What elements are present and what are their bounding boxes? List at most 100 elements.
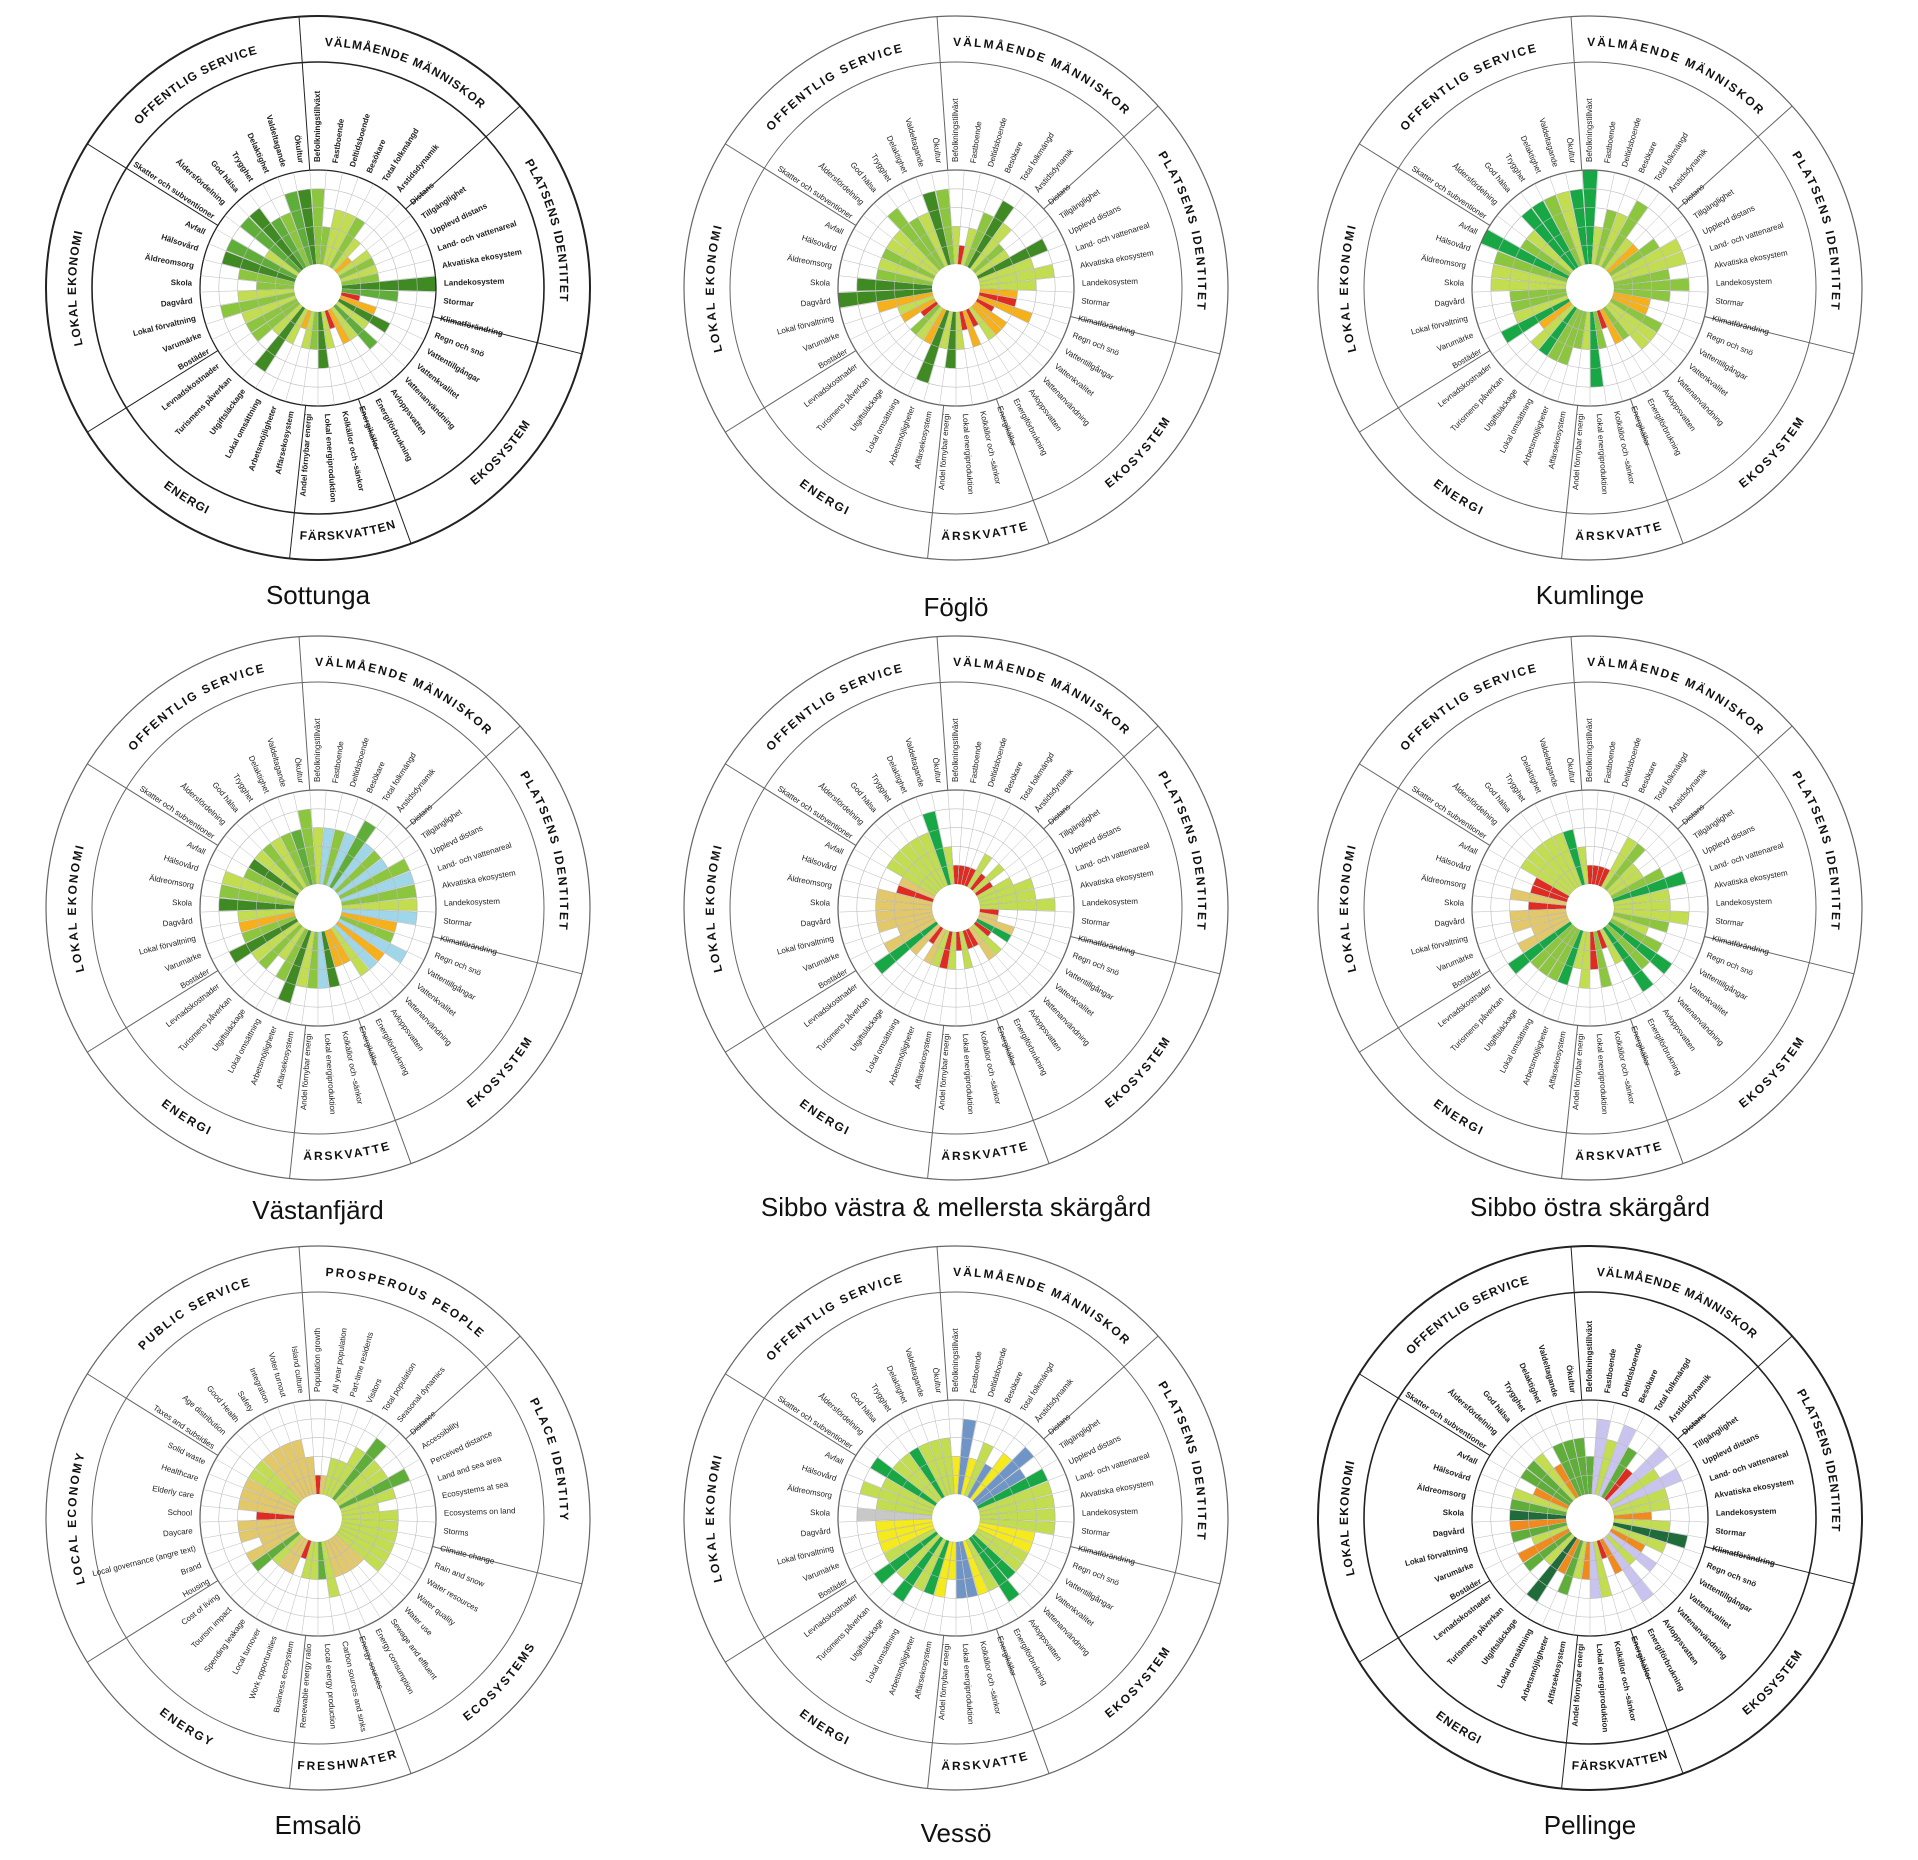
grid-spoke: [879, 1536, 941, 1609]
grid-spoke: [224, 1445, 300, 1504]
sector-title-path: EKOSYSTEM: [1736, 413, 1806, 490]
grid-spoke: [205, 295, 296, 325]
indicator-label: Andel förnybar energi: [299, 413, 314, 497]
indicator-labels: Befolkningstillväxt Fastboende Deltidsboen…: [1404, 1321, 1795, 1733]
grid-spoke: [230, 1533, 301, 1598]
sector-title: VÄLMÅENDE MÄNNISKOR: [324, 34, 488, 111]
sector-divider: [357, 1628, 412, 1774]
sector-divider: [1629, 398, 1684, 544]
sector-divider: [1043, 725, 1159, 830]
grid-rings: [199, 1399, 437, 1637]
sector-title: OFFENTLIG SERVICE: [1403, 1273, 1531, 1357]
grid-spoke: [957, 170, 965, 265]
indicator-label: Bostäder: [817, 967, 850, 991]
sector-title: PROSPEROUS PEOPLE: [325, 1265, 488, 1341]
caption-sibbo-o: Sibbo östra skärgård: [1470, 1192, 1710, 1222]
grid-spoke: [1602, 928, 1653, 1009]
indicator-label: Varumärke: [161, 330, 203, 354]
indicator-label: Population growth: [313, 1328, 322, 1392]
grid-spoke: [285, 1541, 312, 1632]
grid-spoke: [923, 311, 950, 402]
indicator-label: Varumärke: [1436, 330, 1476, 353]
grid-spoke: [1565, 792, 1586, 885]
sector-title-path: OFFENTLIG SERVICE: [125, 661, 265, 754]
indicator-label: Skola: [1444, 278, 1465, 288]
indicator-label: Lokal energiproduktion: [1595, 1033, 1610, 1114]
sector-divider: [927, 1635, 945, 1789]
grid-spoke: [203, 1489, 295, 1513]
grid-spoke: [862, 835, 938, 894]
indicator-label: Affärsekosystem: [913, 410, 934, 470]
indicator-label: Lokal energiproduktion: [323, 1033, 338, 1114]
grid-spoke: [309, 790, 317, 885]
grid-spoke: [853, 848, 936, 897]
grid-spoke: [1487, 228, 1570, 277]
indicator-label: Fastboende: [331, 740, 346, 784]
sector-ring: [91, 681, 545, 1135]
grid-spoke: [1520, 192, 1577, 269]
grid-spoke: [1607, 923, 1678, 988]
grid-spoke: [931, 172, 952, 265]
grid-spoke: [1613, 275, 1708, 286]
grid-spoke: [1611, 918, 1697, 960]
sector-title: LOKAL EKONOMI: [65, 842, 87, 974]
grid-spoke: [1492, 1531, 1571, 1585]
sector-title: VÄLMÅENDE MÄNNISKOR: [1587, 34, 1768, 118]
sector-divider: [1359, 143, 1491, 226]
grid-spoke: [868, 923, 939, 988]
grid-spoke: [341, 288, 436, 293]
indicator-label: Distance: [408, 1409, 438, 1437]
grid-spoke: [846, 243, 934, 280]
indicator-label: Avfall: [184, 219, 207, 237]
grid-spoke: [331, 1422, 388, 1499]
sector-title-path: PLATSENS IDENTITET: [522, 156, 570, 302]
grid-spoke: [893, 308, 944, 389]
grid-spoke: [205, 1525, 296, 1555]
grid-spoke: [1610, 1458, 1693, 1507]
indicator-label: Klimatförändring: [1711, 1544, 1776, 1568]
panel-sottunga: VÄLMÅENDE MÄNNISKOR PLATSENS IDENTITET EKO…: [8, 0, 628, 620]
grid-spoke: [340, 1525, 431, 1555]
grid-spoke: [325, 177, 359, 266]
grid-spoke: [967, 1413, 1012, 1497]
grid-spoke: [1609, 1531, 1688, 1585]
sector-dividers: [1359, 16, 1855, 559]
grid-spoke: [329, 1413, 374, 1497]
grid-spoke: [248, 1422, 305, 1499]
indicator-label: Dagvård: [1432, 1526, 1465, 1538]
indicator-label: Turismens påverkan: [815, 1605, 872, 1663]
grid-spoke: [321, 931, 335, 1025]
grid-spoke: [269, 929, 309, 1016]
grid-rings: [837, 1399, 1075, 1637]
sector-title-path: ENERGI: [1431, 476, 1485, 518]
panel-emsalo: PROSPEROUS PEOPLE PLACE IDENTITY ECOSYSTEM…: [8, 1230, 628, 1850]
grid-spoke: [957, 790, 965, 885]
grid-spoke: [979, 1518, 1074, 1523]
grid-spoke: [200, 1518, 295, 1523]
grid-spoke: [200, 1505, 295, 1516]
indicator-label: Hälsovård: [160, 232, 200, 253]
grid-spoke: [976, 1458, 1059, 1507]
sector-divider: [1359, 350, 1491, 433]
sector-title: VÄLMÅENDE MÄNNISKOR: [315, 654, 496, 738]
grid-spoke: [269, 1539, 309, 1626]
sector-title: EKOSYSTEM: [464, 1033, 536, 1110]
indicator-label: Ecosystems at sea: [441, 1480, 509, 1501]
indicator-label: Ökultur: [1565, 137, 1578, 164]
sector-title-path: EKOSYSTEM: [1736, 1033, 1806, 1110]
grid-spoke: [1473, 911, 1567, 929]
indicator-label: Landekosystem: [1716, 277, 1773, 288]
indicator-label: Turismens påverkan: [815, 375, 872, 433]
grid-spoke: [975, 1531, 1054, 1585]
indicator-label: Valdeltagande: [1536, 1344, 1560, 1399]
indicator-label: Besökare: [1003, 760, 1025, 795]
grid-spoke: [230, 303, 301, 368]
grid-spoke: [1573, 1541, 1587, 1635]
grid-spoke: [1613, 288, 1708, 293]
indicator-label: Klimatförändring: [1711, 314, 1770, 337]
grid-spoke: [972, 822, 1039, 891]
grid-spoke: [255, 1538, 306, 1619]
sector-divider: [1359, 970, 1491, 1053]
grid-spoke: [262, 183, 307, 267]
